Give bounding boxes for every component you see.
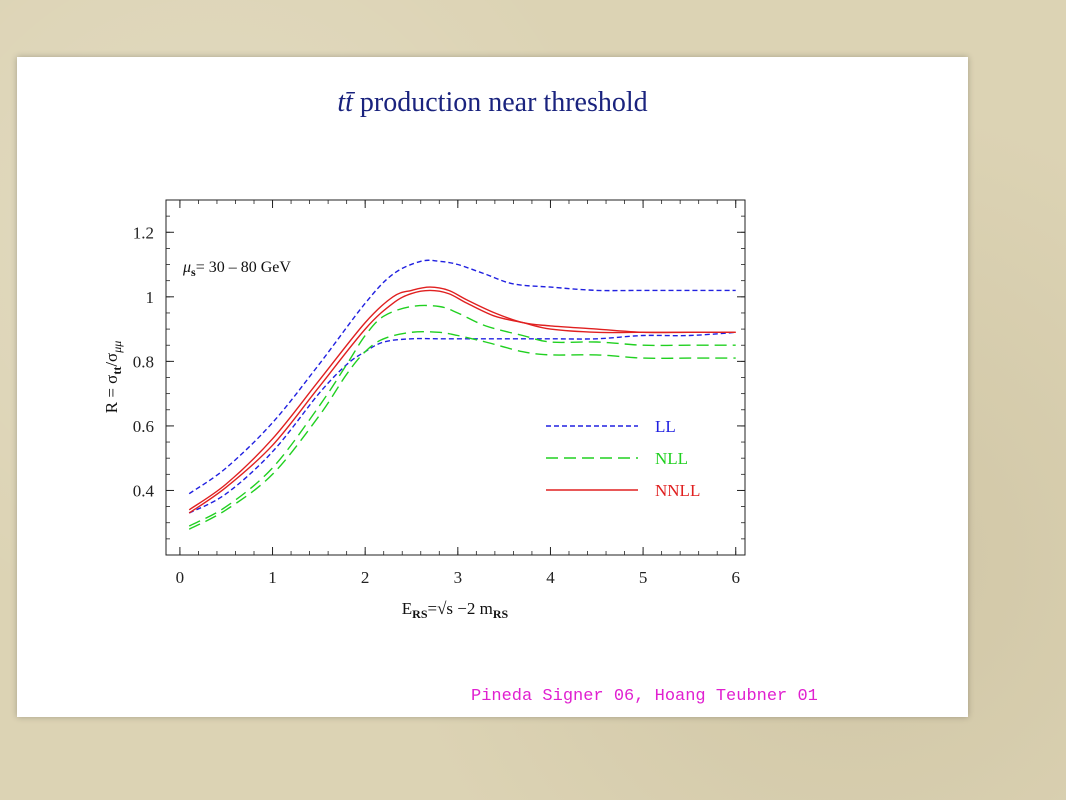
legend-label-nll: NLL	[655, 449, 688, 468]
slide: tt̄ production near threshold 0 1 2 3 4 5 6 0.4…	[17, 57, 968, 717]
legend: LL NLL NNLL	[546, 417, 700, 500]
series-line-ll	[188, 331, 736, 514]
legend-label-ll: LL	[655, 417, 676, 436]
x-tick-label: 1	[268, 568, 277, 587]
legend-label-nnll: NNLL	[655, 481, 700, 500]
svg-text:R = σtt/σμμ: R = σtt/σμμ	[102, 341, 124, 414]
y-tick-label: 1	[146, 288, 155, 307]
chart: 0 1 2 3 4 5 6 0.4 0.6 0.8 1 1.2 R = σtt/σμμ ERS=√s …	[102, 199, 746, 621]
x-tick-label: 3	[454, 568, 463, 587]
series-line-nll	[188, 330, 736, 530]
y-tick-label: 0.4	[133, 481, 155, 500]
tick-marks	[166, 200, 745, 555]
y-axis-label: R = σtt/σμμ	[102, 341, 124, 414]
title-symbol: tt̄	[337, 87, 353, 118]
citation: Pineda Signer 06, Hoang Teubner 01	[471, 687, 818, 706]
title-text: production near threshold	[352, 87, 648, 118]
x-tick-label: 0	[176, 568, 185, 587]
series-line-ll	[188, 259, 736, 495]
svg-text:μs= 30 – 80 GeV: μs= 30 – 80 GeV	[182, 259, 291, 279]
x-tick-label: 4	[546, 568, 555, 587]
x-tick-label: 5	[639, 568, 648, 587]
y-tick-label: 0.6	[133, 417, 154, 436]
plot-frame	[165, 199, 746, 556]
series-group	[188, 259, 736, 530]
x-axis-label: ERS=√s −2 mRS	[402, 599, 509, 621]
series-line-nnll	[188, 289, 736, 514]
svg-text:ERS=√s −2 mRS: ERS=√s −2 mRS	[402, 599, 509, 621]
y-tick-label: 0.8	[133, 352, 154, 371]
x-tick-label: 6	[731, 568, 740, 587]
tick-labels: 0 1 2 3 4 5 6 0.4 0.6 0.8 1 1.2	[133, 223, 740, 587]
slide-title: tt̄ production near threshold	[17, 87, 968, 119]
x-tick-label: 2	[361, 568, 370, 587]
series-line-nnll	[188, 286, 736, 511]
y-tick-label: 1.2	[133, 223, 154, 242]
annotation-mu: μs= 30 – 80 GeV	[182, 259, 291, 279]
series-line-nll	[188, 304, 736, 527]
